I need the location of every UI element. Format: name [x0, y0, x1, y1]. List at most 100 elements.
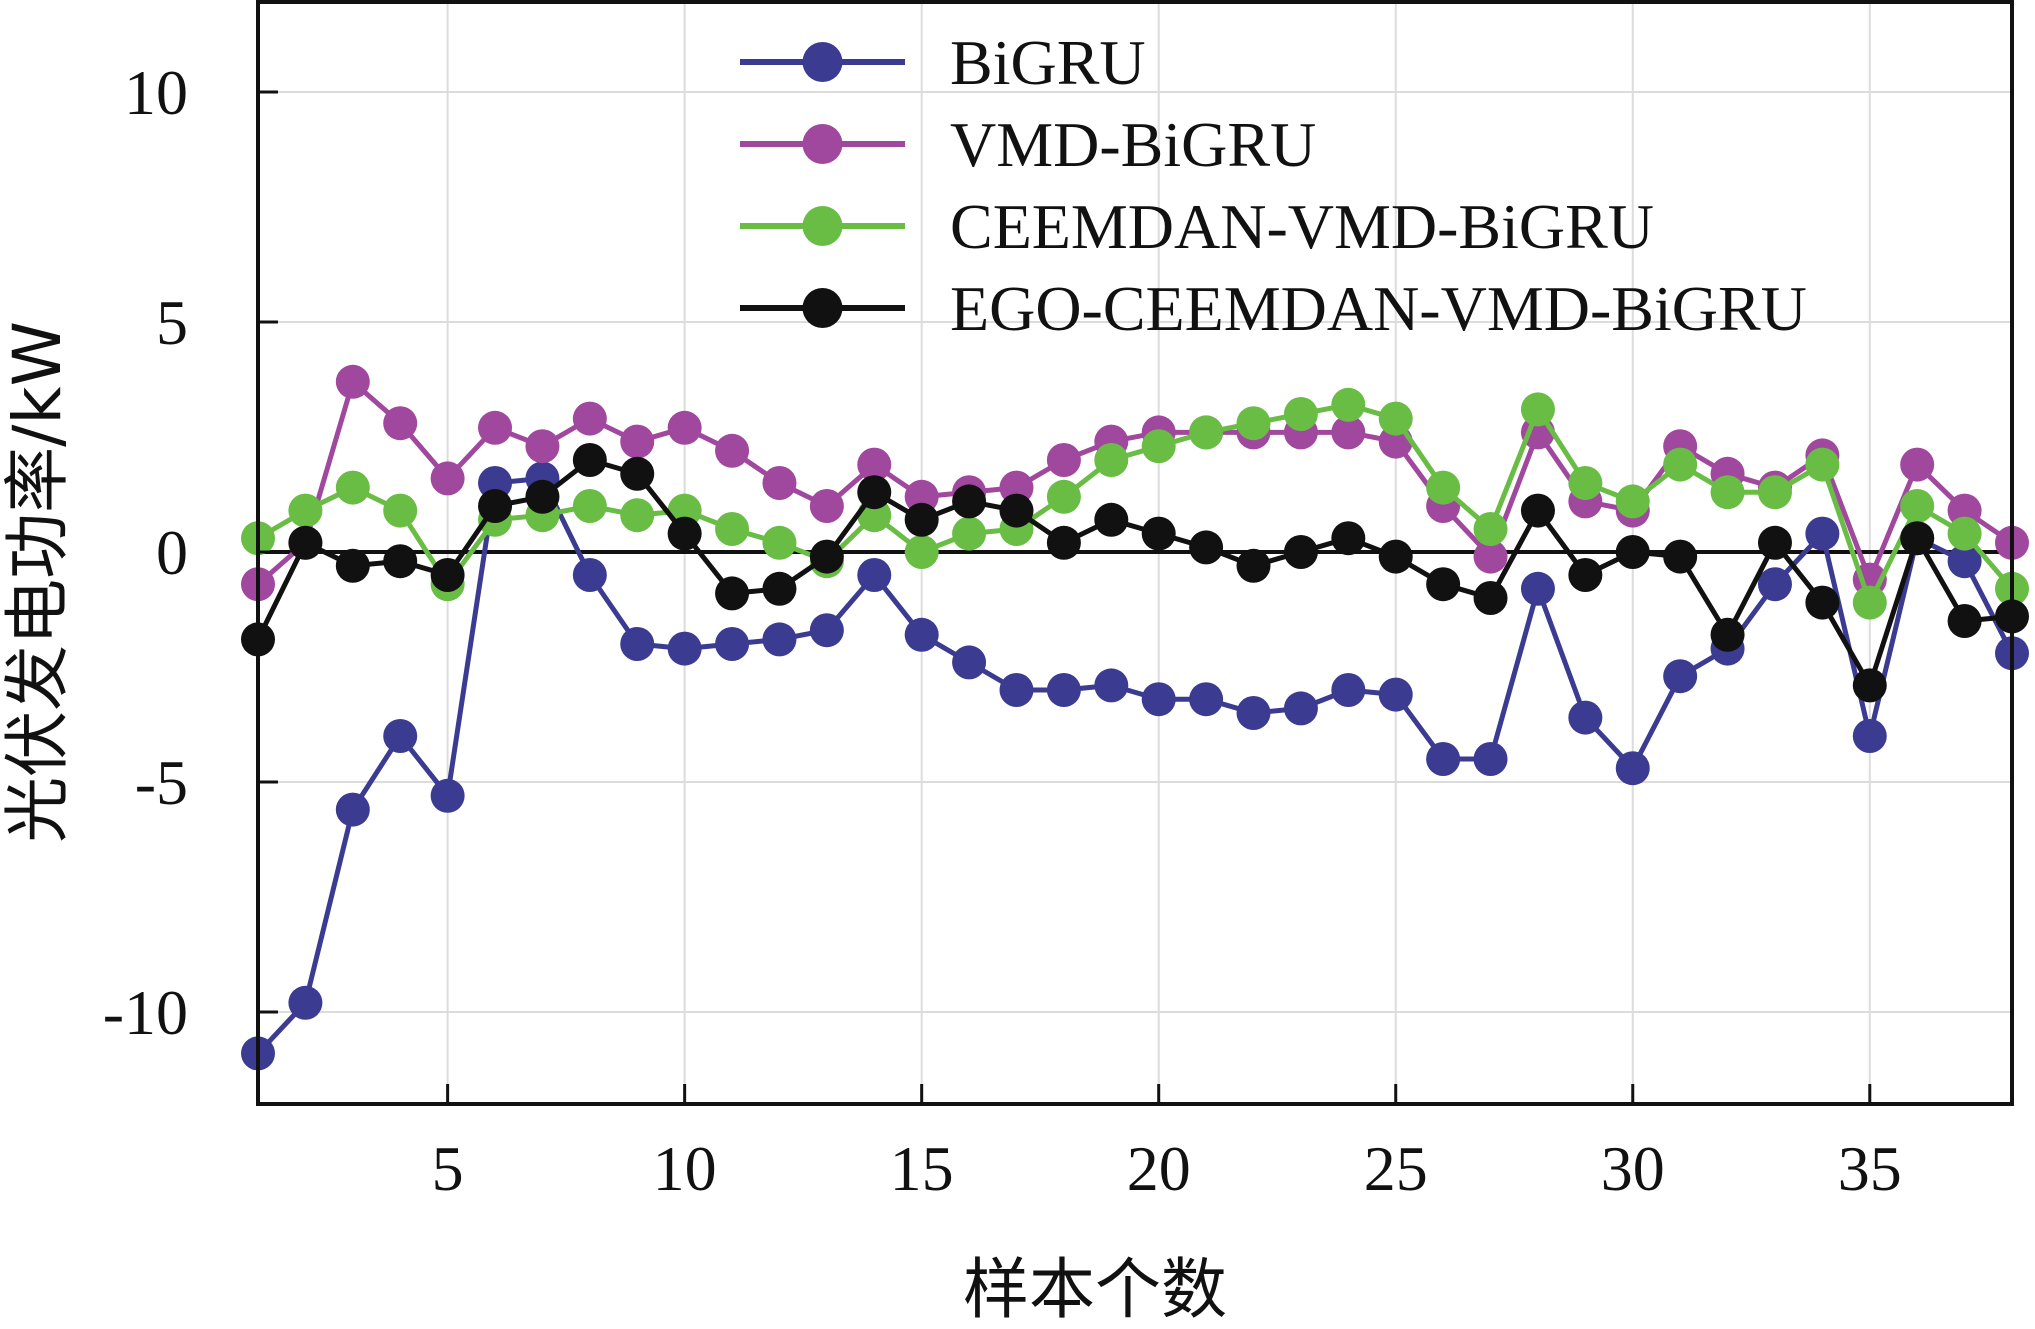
data-point — [1331, 673, 1366, 707]
data-point — [478, 489, 513, 523]
data-point — [762, 571, 797, 606]
legend-marker — [802, 288, 843, 328]
data-point — [1094, 668, 1129, 703]
data-point — [999, 673, 1034, 707]
data-point — [1615, 751, 1650, 786]
ticks: 5 10 15 20 25 30 35 10 5 0 -5 -10 — [103, 57, 1902, 1204]
data-point — [809, 489, 844, 523]
data-point — [1615, 535, 1650, 569]
data-point — [1805, 585, 1840, 620]
data-point — [1852, 585, 1887, 620]
data-point — [1473, 581, 1508, 615]
data-point — [1710, 475, 1745, 510]
x-tick-label: 35 — [1838, 1133, 1902, 1204]
data-point — [1900, 447, 1935, 482]
data-point — [1283, 535, 1318, 569]
data-point — [1520, 493, 1555, 528]
x-tick-label: 25 — [1364, 1133, 1428, 1204]
data-point — [809, 539, 844, 574]
data-point — [1663, 447, 1698, 482]
legend-label: VMD-BiGRU — [950, 109, 1316, 180]
data-point — [620, 498, 655, 533]
data-point — [383, 719, 418, 753]
series-2 — [241, 387, 2029, 620]
y-tick-label: 5 — [156, 287, 188, 358]
data-point — [1852, 668, 1887, 703]
data-point — [1378, 539, 1413, 574]
data-point — [952, 645, 987, 680]
data-point — [715, 627, 750, 661]
data-point — [620, 456, 655, 491]
data-point — [430, 558, 465, 592]
legend-marker — [802, 124, 843, 164]
data-point — [1236, 406, 1271, 441]
data-point — [1046, 443, 1081, 477]
data-point — [667, 631, 702, 666]
series-3 — [241, 443, 2029, 703]
series-layer — [241, 364, 2029, 1071]
data-point — [1663, 659, 1698, 694]
data-point — [525, 429, 560, 464]
x-tick-label: 5 — [432, 1133, 464, 1204]
data-point — [1568, 700, 1603, 735]
data-point — [1426, 567, 1461, 602]
data-point — [762, 622, 797, 657]
data-point — [1568, 558, 1603, 592]
x-axis-title: 样本个数 — [963, 1251, 1227, 1328]
data-point — [1331, 387, 1366, 422]
data-point — [1852, 719, 1887, 753]
data-point — [335, 792, 370, 827]
data-point — [1046, 673, 1081, 707]
data-point — [1236, 548, 1271, 583]
data-point — [1094, 502, 1129, 537]
data-point — [1568, 466, 1603, 500]
data-point — [383, 406, 418, 441]
data-point — [1189, 682, 1224, 717]
legend-item: BiGRU — [740, 27, 1146, 98]
data-point — [1141, 516, 1176, 551]
data-point — [1331, 521, 1366, 556]
data-point — [1046, 525, 1081, 560]
data-point — [383, 493, 418, 528]
data-point — [1900, 489, 1935, 523]
data-point — [904, 535, 939, 569]
data-point — [335, 548, 370, 583]
data-point — [1046, 479, 1081, 514]
data-point — [1663, 539, 1698, 574]
data-point — [1378, 401, 1413, 436]
data-point — [1805, 516, 1840, 551]
legend-marker — [802, 206, 843, 246]
data-point — [715, 576, 750, 611]
data-point — [762, 466, 797, 500]
data-point — [620, 424, 655, 459]
data-point — [572, 443, 607, 477]
data-point — [1473, 742, 1508, 776]
data-point — [1426, 742, 1461, 776]
data-point — [1947, 604, 1982, 638]
series-line — [256, 475, 2015, 1056]
data-point — [857, 558, 892, 592]
data-point — [1236, 696, 1271, 730]
data-point — [1710, 617, 1745, 652]
data-point — [667, 516, 702, 551]
x-tick-label: 30 — [1601, 1133, 1665, 1204]
data-point — [1520, 392, 1555, 427]
data-point — [1947, 516, 1982, 551]
data-point — [999, 493, 1034, 528]
data-point — [335, 470, 370, 505]
legend-item: EGO-CEEMDAN-VMD-BiGRU — [740, 273, 1807, 344]
data-point — [1331, 415, 1366, 450]
data-point — [952, 484, 987, 519]
data-point — [288, 985, 323, 1020]
legend-item: CEEMDAN-VMD-BiGRU — [740, 191, 1654, 262]
data-point — [620, 627, 655, 661]
data-point — [1473, 512, 1508, 546]
data-point — [1947, 544, 1982, 579]
data-point — [1283, 397, 1318, 431]
y-tick-label: -5 — [135, 747, 188, 818]
data-point — [1378, 677, 1413, 712]
data-point — [904, 617, 939, 652]
data-point — [1805, 447, 1840, 482]
data-point — [572, 489, 607, 523]
data-point — [857, 475, 892, 510]
